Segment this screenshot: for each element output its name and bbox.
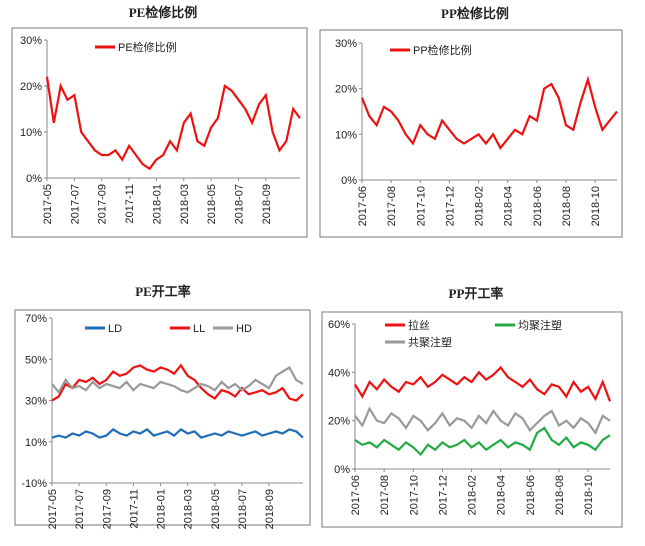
x-tick-label: 2018-04 <box>503 186 515 226</box>
y-tick-label: 50% <box>25 354 47 366</box>
x-tick-label: 2018-09 <box>261 184 273 224</box>
legend-label: 均聚注塑 <box>518 318 562 332</box>
x-tick-label: 2018-05 <box>210 489 222 529</box>
x-tick-label: 2018-02 <box>474 186 486 226</box>
x-tick-label: 2018-03 <box>183 489 195 529</box>
y-tick-label: 70% <box>25 313 47 325</box>
x-tick-label: 2017-05 <box>47 489 59 529</box>
x-tick-label: 2018-03 <box>179 184 191 224</box>
y-tick-label: 10% <box>20 127 42 139</box>
legend-label: PE检修比例 <box>118 40 177 54</box>
y-tick-label: 10% <box>25 437 47 449</box>
y-tick-label: 0% <box>26 173 42 185</box>
y-tick-label: 20% <box>20 81 42 93</box>
x-tick-label: 2018-08 <box>561 186 573 226</box>
x-tick-label: 2017-06 <box>350 475 362 515</box>
series-line <box>354 365 612 402</box>
chart-frame <box>14 309 311 526</box>
x-tick-label: 2018-05 <box>206 184 218 224</box>
x-tick-label: 2017-06 <box>357 186 369 226</box>
x-tick-label: 2018-02 <box>467 475 479 515</box>
x-tick-label: 2017-07 <box>74 489 86 529</box>
x-tick-label: 2018-07 <box>233 184 245 224</box>
y-tick-label: 40% <box>328 367 350 379</box>
x-tick-label: 2018-04 <box>496 475 508 515</box>
legend-label: 拉丝 <box>408 318 430 332</box>
x-tick-label: 2018-01 <box>156 489 168 529</box>
series-line <box>360 75 618 150</box>
chart-title: PP检修比例 <box>441 6 509 21</box>
legend-label: 共聚注塑 <box>408 335 452 349</box>
y-tick-label: 30% <box>25 396 47 408</box>
x-tick-label: 2017-12 <box>437 475 449 515</box>
legend-label: LL <box>193 323 205 335</box>
x-tick-label: 2018-10 <box>590 186 602 226</box>
x-tick-label: 2017-07 <box>69 184 81 224</box>
series-line <box>51 365 304 395</box>
chart-frame <box>319 29 623 238</box>
x-tick-label: 2018-06 <box>525 475 537 515</box>
series-line <box>45 76 301 171</box>
series-line <box>354 426 611 457</box>
y-tick-label: 60% <box>328 319 350 331</box>
legend-label: HD <box>236 323 252 335</box>
y-tick-label: 30% <box>335 38 357 50</box>
x-tick-label: 2018-07 <box>237 489 249 529</box>
legend-label: LD <box>108 323 122 335</box>
chart-title: PP开工率 <box>449 286 504 301</box>
series-line <box>51 363 304 402</box>
series-line <box>354 406 611 435</box>
x-tick-label: 2018-09 <box>264 489 276 529</box>
x-tick-label: 2017-12 <box>444 186 456 226</box>
x-tick-label: 2017-08 <box>379 475 391 515</box>
x-tick-label: 2017-09 <box>101 489 113 529</box>
x-tick-label: 2017-10 <box>415 186 427 226</box>
x-tick-label: 2017-10 <box>408 475 420 515</box>
x-tick-label: 2017-11 <box>124 184 136 224</box>
x-tick-label: 2018-01 <box>151 184 163 224</box>
chart-frame <box>11 27 308 238</box>
x-tick-label: 2017-11 <box>128 489 140 529</box>
y-tick-label: 0% <box>341 175 357 187</box>
x-tick-label: 2017-05 <box>42 184 54 224</box>
legend-label: PP检修比例 <box>413 43 472 57</box>
series-line <box>51 428 304 439</box>
y-tick-label: 20% <box>335 84 357 96</box>
y-tick-label: 10% <box>335 129 357 141</box>
chart-frame <box>321 311 623 528</box>
y-tick-label: 30% <box>20 35 42 47</box>
x-tick-label: 2017-09 <box>97 184 109 224</box>
x-tick-label: 2018-10 <box>583 475 595 515</box>
y-tick-label: 20% <box>328 416 350 428</box>
x-tick-label: 2017-08 <box>386 186 398 226</box>
chart-title: PE开工率 <box>135 284 191 299</box>
chart-title: PE检修比例 <box>129 5 198 20</box>
x-tick-label: 2018-08 <box>554 475 566 515</box>
x-tick-label: 2018-06 <box>532 186 544 226</box>
y-tick-label: 0% <box>334 464 350 476</box>
y-tick-label: -10% <box>21 478 47 490</box>
